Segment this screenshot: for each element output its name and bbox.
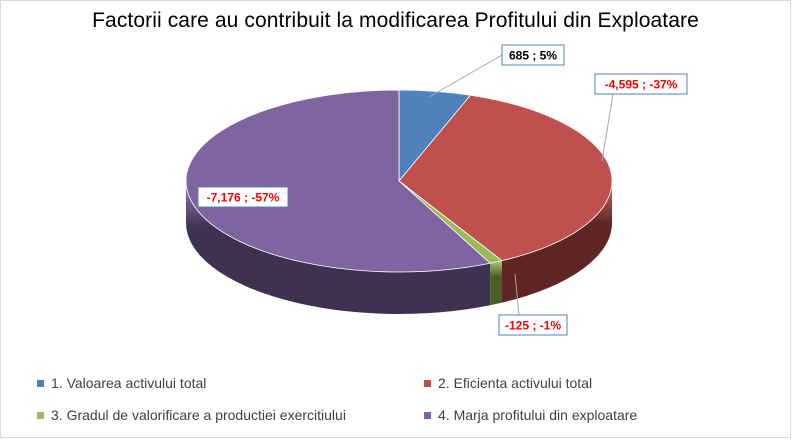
legend-label-4: 4. Marja profitului din exploatare [438, 407, 638, 423]
legend-item-3: 3. Gradul de valorificare a productiei e… [37, 407, 346, 423]
chart-title: Factorii care au contribuit la modificar… [92, 9, 699, 32]
pie-slice-2 [398, 94, 613, 262]
legend-swatch-4 [424, 411, 431, 419]
data-label-box-3 [498, 314, 568, 336]
legend-label-1: 1. Valoarea activului total [51, 375, 207, 391]
data-label-box-2 [594, 73, 688, 95]
data-label-text-4: -7,176 ; -57% [207, 191, 280, 205]
pie-slice-4 [185, 89, 492, 273]
data-label-4: -7,176 ; -57% [197, 186, 289, 208]
legend-swatch-1 [37, 379, 44, 387]
data-label-box-4 [197, 186, 289, 208]
pie-side-2 [501, 181, 612, 303]
data-label-text-1: 685 ; 5% [509, 49, 557, 63]
legend-swatch-3 [37, 411, 44, 419]
data-label-2: -4,595 ; -37% [594, 73, 688, 95]
pie-side-3 [490, 260, 502, 306]
data-label-3: -125 ; -1% [498, 314, 568, 336]
leader-line-3 [514, 273, 520, 316]
legend-item-4: 4. Marja profitului din exploatare [424, 407, 637, 423]
leader-line-2 [601, 93, 614, 162]
legend-item-2: 2. Eficienta activului total [424, 375, 592, 391]
data-label-box-1 [501, 44, 565, 66]
data-label-1: 685 ; 5% [501, 44, 565, 66]
legend-label-2: 2. Eficienta activului total [438, 375, 593, 391]
data-label-text-2: -4,595 ; -37% [605, 78, 678, 92]
legend-swatch-2 [424, 379, 431, 387]
legend-item-1: 1. Valoarea activului total [37, 375, 206, 391]
leader-line-1 [428, 54, 503, 98]
data-label-text-3: -125 ; -1% [505, 319, 561, 333]
legend-label-3: 3. Gradul de valorificare a productiei e… [51, 407, 346, 423]
pie-side-4 [186, 181, 491, 315]
